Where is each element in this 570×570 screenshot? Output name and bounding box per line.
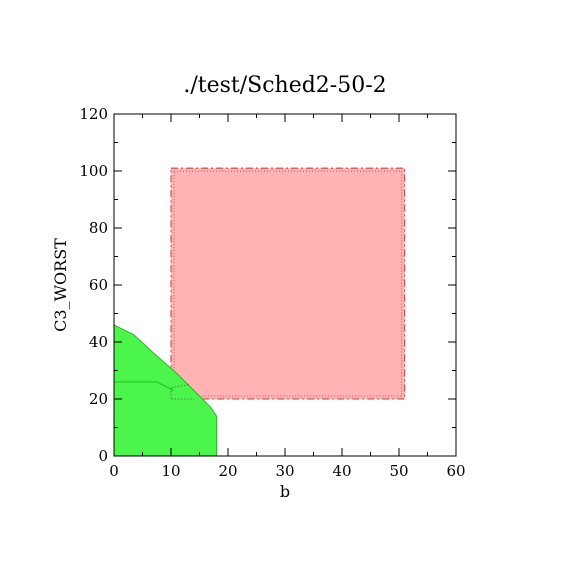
y-tick-label: 120 (79, 105, 108, 123)
y-axis-label: C3_WORST (51, 238, 70, 332)
plot-regions (113, 167, 406, 457)
y-tick-label: 20 (89, 390, 108, 408)
x-tick-label: 10 (161, 462, 180, 480)
region-red (170, 167, 406, 400)
region-red-inner-outline (173, 170, 403, 397)
chart-title: ./test/Sched2-50-2 (183, 73, 386, 98)
x-tick-label: 60 (446, 462, 465, 480)
x-tick-label: 50 (389, 462, 408, 480)
y-tick-label: 40 (89, 333, 108, 351)
line-green-inner (114, 381, 175, 391)
y-tick-label: 60 (89, 276, 108, 294)
x-tick-label: 20 (218, 462, 237, 480)
x-tick-label: 30 (275, 462, 294, 480)
y-tick-label: 80 (89, 219, 108, 237)
x-axis-label: b (280, 482, 290, 501)
y-axis: 0 20 40 60 80 100 120 (79, 105, 456, 465)
y-tick-label: 0 (98, 447, 108, 465)
x-tick-label: 40 (332, 462, 351, 480)
x-tick-label: 0 (109, 462, 119, 480)
x-axis: 0 10 20 30 40 50 60 (109, 114, 466, 480)
y-tick-label: 100 (79, 162, 108, 180)
